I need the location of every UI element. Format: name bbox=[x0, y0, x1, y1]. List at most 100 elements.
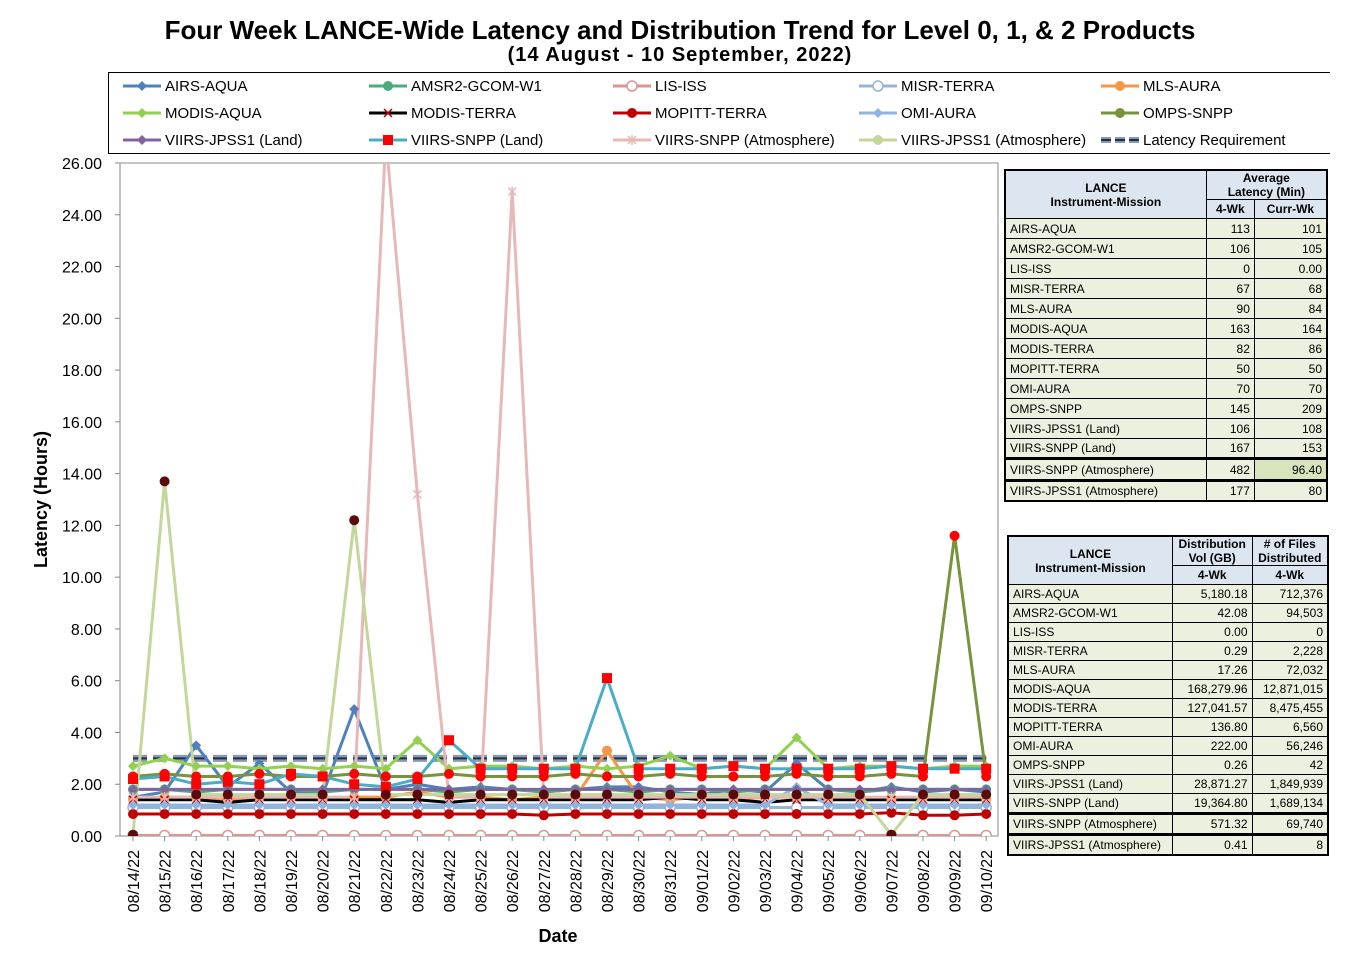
legend-swatch bbox=[369, 108, 407, 118]
chart-subtitle: (14 August - 10 September, 2022) bbox=[507, 44, 853, 66]
legend-label: MODIS-AQUA bbox=[165, 104, 262, 122]
point-mopitt-terra bbox=[854, 808, 865, 819]
point-viirs-jpss1-atmosphere bbox=[286, 789, 296, 800]
point-viirs-snpp-land bbox=[444, 735, 454, 746]
point-lis-iss bbox=[569, 829, 582, 836]
instrument-name: LIS-ISS bbox=[1004, 258, 1207, 279]
point-viirs-jpss1-atmosphere bbox=[760, 789, 770, 800]
table-row: OMPS-SNPP 145 209 bbox=[1004, 398, 1328, 419]
latency-curr-wk: 153 bbox=[1253, 438, 1328, 459]
chart-title: Four Week LANCE-Wide Latency and Distrib… bbox=[164, 15, 1196, 45]
point-viirs-snpp-land bbox=[349, 779, 360, 790]
point-viirs-snpp-land bbox=[728, 761, 739, 772]
latency-curr-wk: 84 bbox=[1253, 298, 1328, 319]
point-viirs-jpss1-atmosphere bbox=[696, 789, 707, 800]
point-omps-snpp bbox=[254, 768, 265, 779]
point-mopitt-terra bbox=[191, 808, 202, 819]
instrument-name: VIIRS-JPSS1 (Land) bbox=[1004, 418, 1207, 439]
legend-label: Latency Requirement bbox=[1143, 131, 1286, 149]
point-omi-aura bbox=[949, 799, 960, 810]
point-omps-snpp bbox=[918, 771, 928, 782]
point-viirs-jpss1-atmosphere bbox=[633, 789, 644, 800]
latency-4wk: 177 bbox=[1205, 480, 1255, 502]
latency-curr-wk: 101 bbox=[1253, 218, 1328, 239]
x-tick-label: 08/26/22 bbox=[505, 850, 522, 912]
x-tick-label: 09/04/22 bbox=[790, 850, 807, 912]
latency-4wk: 67 bbox=[1205, 278, 1255, 299]
x-tick-label: 08/27/22 bbox=[537, 850, 554, 912]
latency-4wk: 90 bbox=[1205, 298, 1255, 319]
point-omps-snpp bbox=[633, 771, 644, 782]
point-mopitt-terra bbox=[602, 808, 612, 819]
x-tick-label: 08/24/22 bbox=[442, 850, 459, 912]
legend-item-airs-aqua: AIRS-AQUA bbox=[121, 73, 248, 99]
point-mopitt-terra bbox=[380, 808, 391, 819]
latency-4wk: 167 bbox=[1205, 438, 1255, 459]
files-distributed: 72,032 bbox=[1251, 660, 1329, 680]
legend-swatch bbox=[123, 135, 161, 145]
point-mopitt-terra bbox=[728, 808, 739, 819]
point-mopitt-terra bbox=[222, 808, 233, 819]
latency-curr-wk: 105 bbox=[1253, 238, 1328, 259]
point-viirs-snpp-atmosphere bbox=[507, 186, 517, 197]
series-line-mopitt-terra bbox=[133, 811, 987, 817]
latency-curr-wk: 86 bbox=[1253, 338, 1328, 359]
distribution-volume: 571.32 bbox=[1171, 812, 1253, 836]
point-omi-aura bbox=[222, 799, 233, 810]
table-row: VIIRS-JPSS1 (Land) 106 108 bbox=[1004, 418, 1328, 439]
point-mopitt-terra bbox=[886, 807, 897, 818]
point-omi-aura bbox=[254, 799, 265, 810]
point-modis-aqua bbox=[380, 763, 391, 774]
table-row: MISR-TERRA 67 68 bbox=[1004, 278, 1328, 299]
point-omi-aura bbox=[918, 799, 928, 810]
x-tick-label: 09/08/22 bbox=[916, 850, 933, 912]
point-lis-iss bbox=[980, 829, 992, 836]
point-viirs-jpss1-atmosphere bbox=[854, 789, 865, 800]
point-viirs-snpp-atmosphere bbox=[128, 792, 138, 803]
table-row: VIIRS-SNPP (Atmosphere) 571.32 69,740 bbox=[1007, 812, 1329, 836]
point-mopitt-terra bbox=[570, 808, 581, 819]
x-tick-label: 08/15/22 bbox=[158, 850, 175, 912]
latency-4wk: 82 bbox=[1205, 338, 1255, 359]
point-mopitt-terra bbox=[507, 808, 518, 819]
legend-swatch bbox=[613, 135, 651, 145]
legend-marker bbox=[627, 135, 637, 145]
point-viirs-jpss1-land bbox=[886, 784, 897, 795]
distribution-volume: 42.08 bbox=[1171, 603, 1253, 623]
x-tick-label: 09/06/22 bbox=[853, 850, 870, 912]
legend-item-modis-aqua: MODIS-AQUA bbox=[121, 100, 262, 126]
point-viirs-jpss1-atmosphere bbox=[349, 515, 360, 526]
point-viirs-jpss1-atmosphere bbox=[254, 789, 265, 800]
legend-marker bbox=[627, 108, 637, 118]
point-viirs-jpss1-atmosphere bbox=[159, 476, 170, 487]
legend-label: AMSR2-GCOM-W1 bbox=[411, 77, 542, 95]
point-omi-aura bbox=[317, 799, 328, 810]
legend-swatch bbox=[369, 81, 407, 91]
table-row: VIIRS-JPSS1 (Atmosphere) 0.41 8 bbox=[1007, 834, 1329, 856]
point-viirs-snpp-land bbox=[380, 781, 391, 792]
legend-item-modis-terra: MODIS-TERRA bbox=[367, 100, 516, 126]
x-axis-label: Date bbox=[538, 926, 577, 946]
latency-4wk: 163 bbox=[1205, 318, 1255, 339]
files-distributed: 42 bbox=[1251, 755, 1329, 775]
table-row: MODIS-AQUA 163 164 bbox=[1004, 318, 1328, 339]
legend-marker bbox=[137, 135, 147, 145]
point-viirs-snpp-land bbox=[886, 761, 897, 772]
files-distributed: 2,228 bbox=[1251, 641, 1329, 661]
y-tick-label: 2.00 bbox=[71, 777, 102, 794]
legend-swatch bbox=[613, 80, 651, 92]
instrument-name: AIRS-AQUA bbox=[1004, 218, 1207, 239]
instrument-name: VIIRS-JPSS1 (Land) bbox=[1007, 774, 1173, 794]
instrument-name: MODIS-AQUA bbox=[1004, 318, 1207, 339]
point-viirs-snpp-land bbox=[254, 779, 265, 790]
point-viirs-snpp-land bbox=[475, 763, 486, 774]
instrument-name: VIIRS-SNPP (Land) bbox=[1007, 793, 1173, 814]
point-viirs-snpp-land bbox=[602, 673, 612, 684]
point-omi-aura bbox=[665, 799, 676, 810]
point-lis-iss bbox=[380, 829, 392, 836]
point-lis-iss bbox=[443, 829, 455, 836]
point-viirs-jpss1-atmosphere bbox=[412, 789, 423, 800]
y-tick-label: 0.00 bbox=[71, 829, 102, 846]
point-viirs-jpss1-atmosphere bbox=[918, 789, 928, 800]
point-omi-aura bbox=[728, 799, 739, 810]
